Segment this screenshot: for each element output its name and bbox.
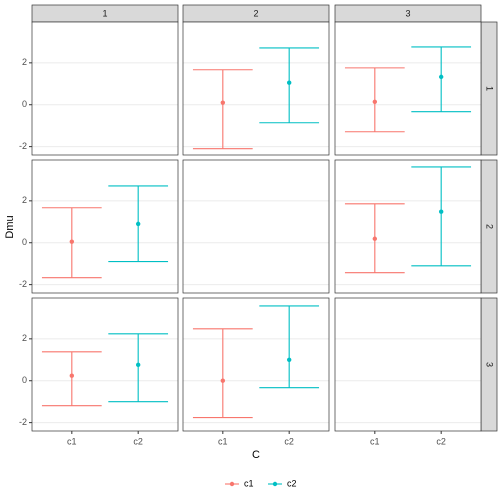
y-tick-label: -2: [19, 279, 27, 289]
legend-label: c1: [244, 478, 254, 488]
panel-border: [31, 297, 179, 432]
panel-border: [31, 159, 179, 294]
strip-label: 2: [253, 8, 258, 18]
strip-label: 3: [405, 8, 410, 18]
error-bar: [411, 46, 472, 113]
point: [135, 221, 141, 227]
point: [135, 362, 141, 368]
point: [69, 239, 75, 244]
panel: [335, 298, 481, 431]
point: [69, 373, 75, 378]
x-tick-label: c2: [133, 436, 143, 446]
point: [372, 236, 378, 241]
error-bar: [108, 333, 169, 403]
point: [438, 209, 444, 214]
panel-border: [334, 21, 482, 156]
strip-label: 2: [485, 224, 495, 229]
y-tick-label: 0: [22, 99, 27, 109]
x-tick-label: c1: [67, 436, 77, 446]
panel: [183, 160, 329, 293]
strip-label: 1: [485, 86, 495, 91]
y-tick-label: 0: [22, 375, 27, 385]
error-bar: [41, 351, 102, 407]
panel: [335, 22, 481, 155]
panel: [32, 298, 178, 431]
x-axis-title: C: [252, 449, 260, 461]
y-tick-label: -2: [19, 141, 27, 151]
error-bar: [259, 305, 320, 389]
legend-key: [229, 481, 235, 487]
y-tick-label: 2: [22, 57, 27, 67]
panel: [183, 298, 329, 431]
point: [438, 74, 444, 80]
panel: [32, 22, 178, 155]
x-tick-label: c1: [370, 436, 380, 446]
error-bar: [192, 328, 253, 419]
y-tick-label: 0: [22, 237, 27, 247]
panel-border: [182, 159, 330, 294]
error-bar: [259, 47, 320, 124]
error-bar: [192, 69, 253, 150]
x-tick-label: c2: [436, 436, 446, 446]
point: [220, 100, 226, 105]
panel-border: [182, 21, 330, 156]
x-tick-label: c2: [284, 436, 294, 446]
panel-border: [334, 297, 482, 432]
panel-border: [334, 159, 482, 294]
panel-border: [182, 297, 330, 432]
legend-key: [272, 481, 278, 487]
strip-label: 3: [485, 362, 495, 367]
point: [220, 378, 226, 383]
y-tick-label: -2: [19, 417, 27, 427]
strip-label: 1: [102, 8, 107, 18]
error-bar: [411, 166, 472, 267]
y-tick-label: 2: [22, 195, 27, 205]
point: [286, 80, 292, 85]
y-tick-label: 2: [22, 333, 27, 343]
panel: [32, 160, 178, 293]
x-tick-label: c1: [218, 436, 228, 446]
panel-border: [31, 21, 179, 156]
legend-label: c2: [287, 478, 297, 488]
panel: [183, 22, 329, 155]
panel: [335, 160, 481, 293]
point: [286, 357, 292, 362]
point: [372, 99, 378, 105]
y-axis-title: Dmu: [4, 215, 16, 238]
